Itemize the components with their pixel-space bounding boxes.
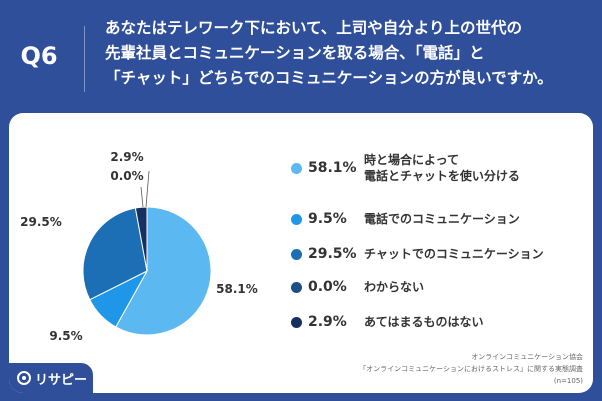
legend-swatch	[291, 162, 302, 174]
pie-slice	[82, 207, 148, 301]
legend-label: 電話でのコミュニケーション	[364, 212, 520, 226]
legend-item: 58.1% 時と場合によって 電話とチャットを使い分ける	[291, 151, 520, 185]
pie-data-label: 0.0%	[110, 169, 143, 183]
pie-data-label: 9.5%	[49, 329, 82, 343]
question-number: Q6	[20, 42, 58, 70]
legend-swatch	[291, 281, 302, 293]
legend-item: 29.5% チャットでのコミュニケーション	[291, 237, 544, 271]
legend-percent: 29.5%	[308, 246, 357, 262]
brand-logo-icon	[17, 371, 31, 385]
legend-label: 時と場合によって 電話とチャットを使い分ける	[364, 153, 520, 183]
question-line: 「チャット」どちらでのコミュニケーションの方が良いですか。	[105, 69, 553, 87]
pie-data-label: 29.5%	[20, 215, 62, 229]
legend-percent: 2.9%	[308, 314, 347, 330]
pie-slice	[115, 206, 212, 336]
pie-slice	[134, 206, 148, 272]
leader-line	[145, 170, 150, 208]
legend-percent: 58.1%	[308, 160, 357, 176]
legend-percent: 0.0%	[308, 279, 347, 295]
legend-item: 9.5% 電話でのコミュニケーション	[291, 202, 520, 236]
pie-data-label: 58.1%	[216, 282, 258, 296]
source-org: オンラインコミュニケーション協会	[471, 353, 583, 361]
pie-data-label: 2.9%	[110, 150, 143, 164]
legend-label: わからない	[364, 280, 425, 294]
legend-label: あてはまるものはない	[364, 315, 484, 329]
legend-swatch	[291, 316, 302, 328]
brand-badge: リサピー	[9, 363, 93, 393]
header-divider	[84, 26, 85, 92]
source-survey: 「オンラインコミュニケーションにおけるストレス」に関する実態調査	[359, 365, 583, 373]
source-sample: (n=105)	[553, 377, 583, 385]
question-text: あなたはテレワーク下において、上司や自分より上の世代の 先輩社員とコミュニケーシ…	[105, 16, 585, 91]
legend-item: 0.0% わからない	[291, 270, 424, 304]
legend-label: チャットでのコミュニケーション	[364, 247, 544, 261]
legend-swatch	[291, 248, 302, 260]
brand-name: リサピー	[35, 372, 88, 388]
legend-item: 2.9% あてはまるものはない	[291, 305, 484, 339]
question-line: 先輩社員とコミュニケーションを取る場合、「電話」と	[105, 44, 485, 62]
pie-chart: 58.1% 9.5% 29.5% 0.0% 2.9%	[20, 150, 258, 343]
leader-line	[140, 186, 144, 208]
header: Q6 あなたはテレワーク下において、上司や自分より上の世代の 先輩社員とコミュニ…	[0, 0, 602, 112]
question-line: あなたはテレワーク下において、上司や自分より上の世代の	[105, 19, 522, 37]
legend-swatch	[291, 213, 302, 225]
legend-percent: 9.5%	[308, 211, 347, 227]
chart-card: 58.1% 9.5% 29.5% 0.0% 2.9% 58.1% 時と場合によって 電話とチ…	[9, 113, 593, 393]
source-note: オンラインコミュニケーション協会 「オンラインコミュニケーションにおけるストレス…	[359, 351, 583, 387]
